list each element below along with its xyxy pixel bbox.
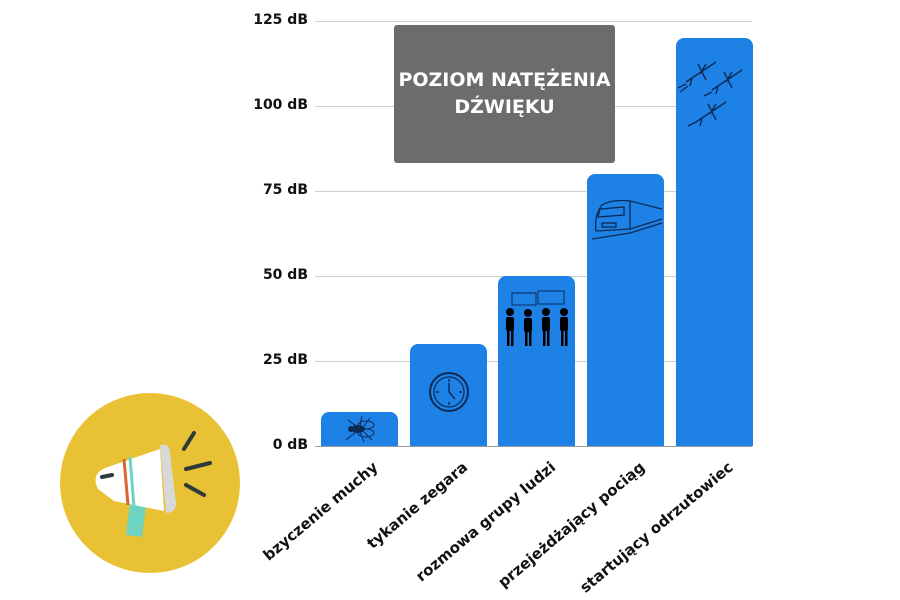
x-label-bzyczenie-muchy: bzyczenie muchy bbox=[259, 458, 382, 565]
y-tick-75: 75 dB bbox=[262, 182, 308, 198]
x-label-startujacy-odrzutowiec: startujący odrzutowiec bbox=[576, 458, 737, 597]
clock-icon bbox=[429, 372, 469, 412]
chart-title-line-1: POZIOM NATĘŻENIA bbox=[398, 69, 611, 91]
y-tick-25: 25 dB bbox=[262, 352, 308, 368]
gridline-125 bbox=[315, 21, 752, 22]
jets-icon bbox=[677, 61, 743, 127]
megaphone-icon bbox=[60, 393, 240, 573]
y-tick-125: 125 dB bbox=[253, 12, 308, 28]
chart-title: POZIOM NATĘŻENIA DŹWIĘKU bbox=[394, 25, 615, 163]
chart-title-line-2: DŹWIĘKU bbox=[454, 96, 555, 118]
y-tick-0: 0 dB bbox=[272, 437, 308, 453]
x-label-przejezdzajacy-pociag: przejeżdżający pociąg bbox=[494, 458, 649, 592]
train-icon bbox=[591, 199, 663, 240]
y-tick-50: 50 dB bbox=[262, 267, 308, 283]
y-tick-100: 100 dB bbox=[253, 97, 308, 113]
gridline-75 bbox=[315, 191, 752, 192]
fly-icon bbox=[345, 415, 375, 443]
people-talking-icon bbox=[506, 290, 568, 346]
bar-przejezdzajacy-pociag bbox=[587, 174, 664, 446]
x-axis-baseline bbox=[315, 446, 752, 447]
bar-tykanie-zegara bbox=[410, 344, 487, 446]
